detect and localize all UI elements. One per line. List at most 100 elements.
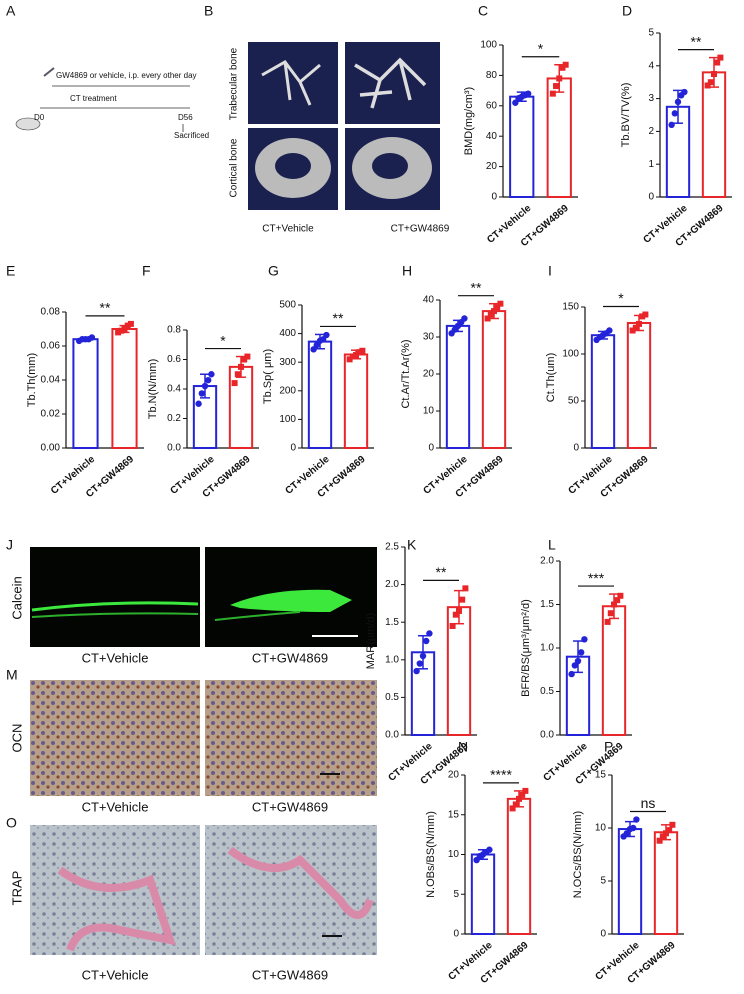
y-tick-label: 10 [423, 406, 435, 417]
bar [481, 310, 507, 449]
bar [617, 828, 643, 935]
micro-ct-image [345, 42, 440, 124]
panel-letter: I [548, 263, 552, 279]
y-tick-label: 40 [486, 131, 498, 142]
y-tick-label: 100 [562, 349, 579, 360]
ocn-image [30, 680, 200, 796]
bar [470, 853, 496, 935]
data-point [419, 652, 427, 660]
data-point [669, 821, 676, 828]
data-point [714, 59, 721, 66]
data-point [578, 649, 585, 656]
y-tick-label: 0 [428, 443, 434, 454]
y-tick-label: 0 [600, 929, 606, 940]
bar [343, 353, 369, 449]
data-point [349, 353, 356, 360]
bar-chart: N05101520N.OBs/BS(N/mm)CT+VehicleCT+GW48… [425, 739, 537, 986]
data-point [359, 347, 366, 354]
column-label: CT+Vehicle [82, 967, 149, 982]
panel-letter: N [458, 739, 468, 755]
mouse-icon [15, 117, 41, 131]
data-point [244, 353, 251, 360]
y-axis-label: N.OBs/BS(N/mm) [425, 811, 437, 898]
treatment-text: GW4869 or vehicle, i.p. every other day [56, 71, 197, 80]
data-point [556, 75, 563, 82]
panel-letter: A [6, 3, 16, 19]
period-text: CT treatment [70, 94, 117, 103]
data-point [497, 300, 504, 307]
data-point [124, 322, 131, 329]
y-tick-label: 2.0 [385, 579, 399, 590]
panel-letter: E [6, 263, 15, 279]
data-point [674, 98, 682, 106]
y-tick-label: 0 [573, 443, 579, 454]
y-axis-label: Ct.Th(um) [545, 353, 557, 403]
bar [445, 324, 471, 449]
data-point [516, 795, 522, 802]
micro-ct-image [248, 42, 338, 124]
y-axis-label: Tb.Th(mm) [26, 353, 38, 407]
y-tick-label: 0.00 [41, 443, 61, 454]
panel-letter: K [407, 537, 417, 553]
panel-letter: O [6, 815, 17, 831]
significance-label: ** [691, 33, 702, 49]
y-tick-label: 2 [648, 126, 654, 137]
data-point [562, 61, 569, 68]
y-tick-label: 0.08 [41, 307, 61, 318]
data-point [512, 99, 519, 106]
y-tick-label: 60 [486, 100, 498, 111]
panel-o: O TRAP CT+Vehicle CT+GW4869 [6, 815, 377, 982]
y-tick-label: 0.5 [540, 686, 554, 697]
data-point [323, 331, 330, 339]
significance-label: * [220, 332, 226, 348]
y-tick-label: 0.4 [167, 384, 181, 395]
y-tick-label: 150 [562, 302, 579, 313]
trabecular-shape [261, 60, 321, 106]
data-point [611, 601, 617, 608]
bar [228, 365, 254, 449]
y-tick-label: 1 [648, 159, 654, 170]
ocn-image [205, 680, 377, 796]
calcein-label [31, 612, 199, 618]
cortical-shape [275, 153, 311, 179]
y-axis-label: BFR/BS(μm³/μm²/d) [520, 599, 532, 697]
data-point [423, 637, 430, 645]
significance-label: **** [490, 767, 512, 783]
y-tick-label: 2.5 [385, 542, 399, 553]
trabecular-shape [354, 57, 427, 109]
data-point [549, 90, 556, 97]
trap-stain [57, 866, 176, 952]
data-point [462, 585, 469, 592]
y-tick-label: 0.2 [167, 413, 181, 424]
bar [307, 340, 333, 449]
data-point [201, 382, 209, 390]
y-axis-label: N.OCs/BS(N/mm) [572, 811, 584, 898]
data-point [205, 376, 212, 384]
data-point [238, 363, 244, 370]
panel-letter: F [142, 263, 151, 279]
y-tick-label: 0 [491, 192, 497, 203]
data-point [568, 670, 575, 678]
bar-chart: F0.00.20.40.60.8Tb.N(N/mm)CT+VehicleCT+G… [142, 263, 259, 500]
y-tick-label: 5 [453, 889, 459, 900]
bar [701, 71, 727, 198]
bar-chart: C020406080100BMD(mg/cm³)CT+VehicleCT+GW4… [463, 3, 578, 249]
significance-label: ** [333, 310, 344, 326]
data-point [231, 380, 238, 387]
y-tick-label: 0.04 [41, 375, 61, 386]
data-point [509, 805, 516, 812]
column-label: CT+GW4869 [391, 224, 450, 235]
data-point [553, 83, 560, 90]
y-tick-label: 0.0 [540, 730, 554, 741]
data-point [633, 816, 640, 823]
y-tick-label: 0.0 [167, 443, 181, 454]
y-tick-label: 1.0 [540, 643, 554, 654]
data-point [346, 356, 353, 363]
data-point [668, 121, 675, 129]
data-point [704, 82, 711, 89]
column-label: CT+GW4869 [252, 799, 328, 814]
bar-chart: H010203040Ct.Ar/Tt.Ar(%)CT+VehicleCT+GW4… [400, 263, 512, 500]
data-point [671, 110, 678, 117]
data-point [121, 326, 128, 332]
